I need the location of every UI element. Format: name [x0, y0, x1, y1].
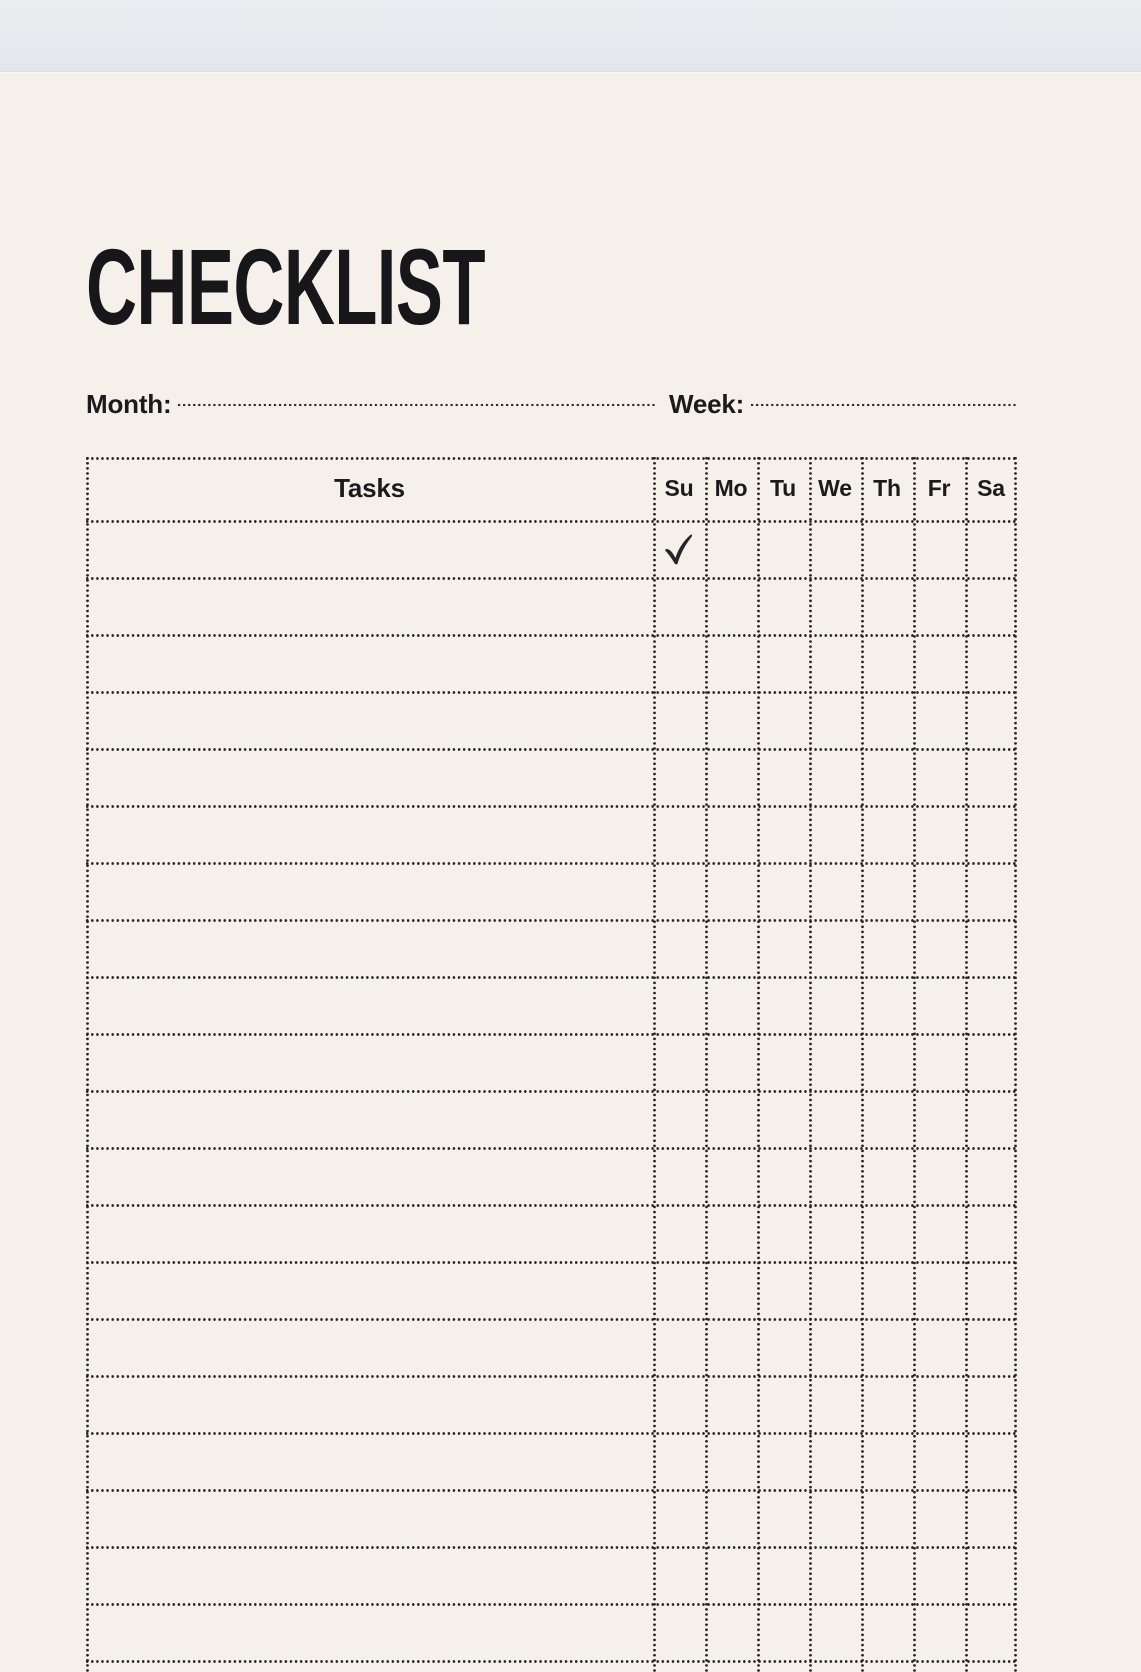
row-separator-4 — [86, 748, 1017, 751]
header-bottom-border — [86, 520, 1017, 523]
row-separator-2 — [86, 634, 1017, 637]
column-header-sa: Sa — [977, 475, 1005, 501]
row-separator-6 — [86, 862, 1017, 865]
row-separator-3 — [86, 691, 1017, 694]
day-column-border-we — [809, 457, 812, 1672]
day-column-border-th — [861, 457, 864, 1672]
week-write-in-line[interactable] — [751, 397, 1016, 413]
column-header-th: Th — [873, 475, 901, 501]
row-separator-12 — [86, 1204, 1017, 1207]
check-icon — [665, 533, 693, 564]
row-separator-8 — [86, 976, 1017, 979]
column-header-tasks: Tasks — [334, 473, 405, 503]
row-separator-7 — [86, 919, 1017, 922]
month-field[interactable]: Month: — [86, 389, 655, 425]
table-right-border — [1014, 457, 1017, 1672]
page-title: CHECKLIST — [86, 226, 486, 347]
row-separator-19 — [86, 1603, 1017, 1606]
week-label: Week: — [669, 389, 745, 419]
row-separator-14 — [86, 1318, 1017, 1321]
row-separator-20 — [86, 1660, 1017, 1663]
month-write-in-line[interactable] — [178, 397, 655, 413]
viewer-top-band — [0, 0, 1141, 72]
column-header-mo: Mo — [714, 475, 748, 501]
day-column-border-sa — [965, 457, 968, 1672]
month-label: Month: — [86, 389, 172, 419]
table-top-border — [86, 457, 1017, 460]
row-separator-9 — [86, 1033, 1017, 1036]
day-column-border-mo — [705, 457, 708, 1672]
day-column-border-fr — [913, 457, 916, 1672]
column-header-tu: Tu — [770, 475, 796, 501]
day-column-border-tu — [757, 457, 760, 1672]
column-header-we: We — [818, 475, 852, 501]
table-left-border — [86, 457, 89, 1672]
row-separator-18 — [86, 1546, 1017, 1549]
row-separator-13 — [86, 1261, 1017, 1264]
column-header-su: Su — [664, 475, 694, 501]
meta-row: Month: Week: — [86, 389, 1016, 425]
check-cell-row1-su[interactable] — [653, 520, 705, 577]
tasks-column-right-border — [653, 457, 656, 1672]
row-separator-1 — [86, 577, 1017, 580]
row-separator-16 — [86, 1432, 1017, 1435]
checklist-page: CHECKLIST Month: Week: Tasks Su Mo Tu We Th F… — [0, 73, 1141, 1672]
row-separator-15 — [86, 1375, 1017, 1378]
checklist-table: Tasks Su Mo Tu We Th Fr Sa — [86, 457, 1017, 1672]
row-separator-11 — [86, 1147, 1017, 1150]
week-field[interactable]: Week: — [669, 389, 1016, 425]
column-header-fr: Fr — [927, 475, 951, 501]
row-separator-10 — [86, 1090, 1017, 1093]
row-separator-5 — [86, 805, 1017, 808]
row-separator-17 — [86, 1489, 1017, 1492]
